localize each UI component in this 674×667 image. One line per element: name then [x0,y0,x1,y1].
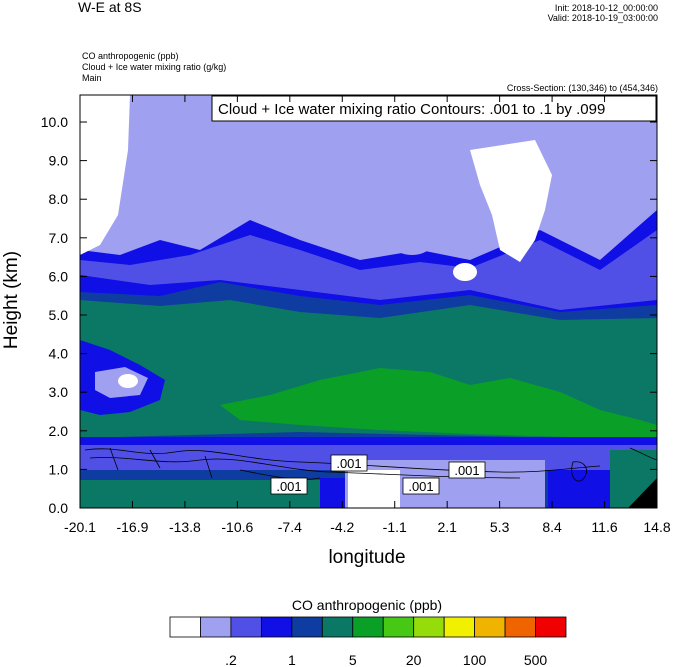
x-tick-label: 5.3 [490,519,510,535]
x-tick-label: -10.6 [221,519,253,535]
y-tick-label: 1.0 [49,461,69,477]
valid-time: Valid: 2018-10-19_03:00:00 [547,13,658,23]
x-axis-label: longitude [328,547,405,568]
field-bl-blue-right [548,470,610,508]
y-tick-label: 0.0 [49,500,69,516]
field-light-patch-1 [343,221,387,249]
colorbar-swatch [321,616,354,638]
field-bl-white [348,470,400,508]
field-white-patch-2 [80,95,130,255]
y-tick-label: 2.0 [49,423,69,439]
y-tick-label: 7.0 [49,230,69,246]
cross-section-label: Cross-Section: (130,346) to (454,346) [506,83,658,93]
colorbar-labels: .2 1 5 20 100 500 [225,652,547,667]
contour-labels: .001 .001 .001 .001 [270,454,486,495]
contour-label: .001 [408,479,433,494]
colorbar-swatch [504,616,536,638]
y-tick-label: 6.0 [49,268,69,284]
x-tick-label: -1.1 [383,519,407,535]
field-mid-blue [80,230,657,310]
colorbar-label: 1 [288,652,296,667]
x-tick-label: -16.9 [116,519,148,535]
field-white-patch-3 [453,263,477,281]
x-tick-label: 2.1 [437,519,457,535]
contour-label: .001 [336,456,361,471]
y-tick-label: 3.0 [49,384,69,400]
y-tick-label: 9.0 [49,153,69,169]
field-light-patch-2 [392,231,432,255]
x-tick-label: -20.1 [64,519,96,535]
colorbar-swatch [200,616,232,638]
contour-title: Cloud + Ice water mixing ratio Contours:… [218,101,605,118]
contour-label-box [402,477,440,495]
colorbar-swatch [260,616,293,638]
init-time: Init: 2018-10-12_00:00:00 [554,3,658,13]
field-label-main: Main [82,73,102,83]
colorbar [169,616,567,638]
y-tick-label: 4.0 [49,346,69,362]
colorbar-label: .2 [225,652,237,667]
colorbar-label: 100 [463,652,487,667]
colorbar-label: 5 [349,652,357,667]
contour-label-box [270,477,308,495]
contour-title-box [211,95,657,122]
colorbar-title: CO anthropogenic (ppb) [292,597,442,613]
colorbar-swatch [230,616,262,638]
x-tick-label: 11.6 [591,519,617,535]
colorbar-swatch [413,616,445,638]
field-left-blob-white [118,374,138,388]
x-tick-label: 8.4 [542,519,562,535]
colorbar-swatch [352,616,384,638]
y-axis-label: Height (km) [1,251,22,349]
y-tick-label: 10.0 [41,114,68,130]
colorbar-swatch [535,616,567,638]
plot-frame [79,94,658,509]
colorbar-swatch [474,616,506,638]
co-field [80,95,657,508]
x-tick-label: -13.8 [169,519,201,535]
field-label-co: CO anthropogenic (ppb) [82,51,179,61]
field-label-cloud: Cloud + Ice water mixing ratio (g/kg) [82,62,227,72]
colorbar-swatch [443,616,476,638]
contour-label: .001 [454,463,479,478]
x-tick-label: -4.2 [330,519,354,535]
field-white-patch-1 [470,140,552,262]
x-tick-label: -7.4 [278,519,302,535]
colorbar-label: 20 [406,652,422,667]
colorbar-swatch [291,616,323,638]
colorbar-swatch [382,616,415,638]
y-tick-label: 8.0 [49,191,69,207]
colorbar-swatch [169,616,201,638]
plot-title: W-E at 8S [78,0,142,15]
y-tick-label: 5.0 [49,307,69,323]
contour-label: .001 [276,479,301,494]
field-terrain [628,478,657,508]
cloud-contours [84,447,657,482]
x-tick-label: 14.8 [643,519,670,535]
colorbar-label: 500 [524,652,548,667]
y-axis: 0.0 1.0 2.0 3.0 4.0 5.0 6.0 7.0 8.0 9.0 10.0 [41,114,657,516]
field-green-core [220,368,657,440]
field-bl-blue [80,437,657,445]
contour-label-box [330,454,368,472]
contour-label-box [448,461,486,479]
x-axis: -20.1 -16.9 -13.8 -10.6 -7.4 -4.2 -1.1 2.1 5.3 8.… [64,95,671,535]
